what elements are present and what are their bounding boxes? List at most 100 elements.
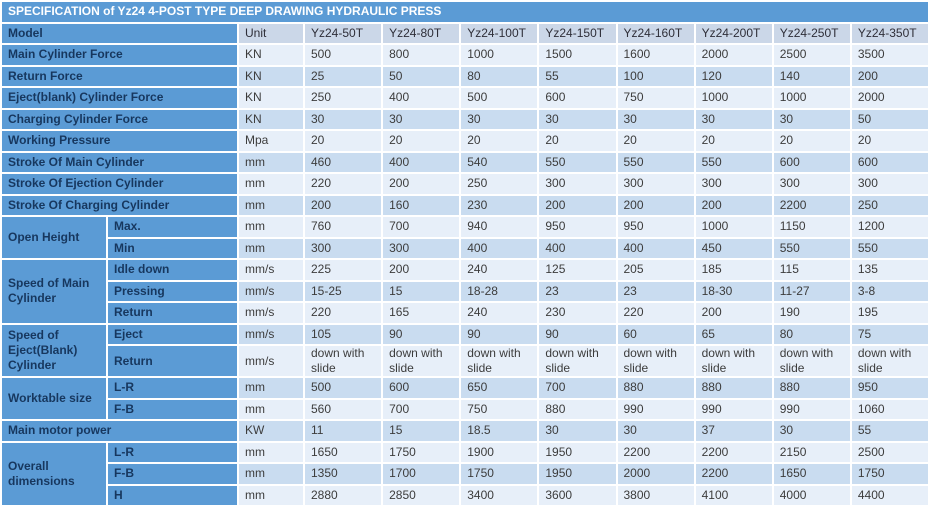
- value-cell: 990: [693, 397, 774, 421]
- value-cell: 23: [615, 279, 696, 303]
- model-header-yz24-80t: Yz24-80T: [381, 21, 462, 45]
- value-cell: 990: [615, 397, 696, 421]
- value-cell: 1060: [849, 397, 930, 421]
- unit-cell: mm: [237, 236, 305, 260]
- value-cell: 1950: [537, 440, 618, 464]
- value-cell: 25: [302, 64, 384, 88]
- value-cell: 550: [693, 150, 774, 174]
- row-label: Working Pressure: [0, 129, 239, 153]
- header-row: Model Unit Yz24-50T Yz24-80T Yz24-100T Yz24…: [0, 21, 930, 45]
- row-sublabel: Pressing: [106, 279, 239, 303]
- value-cell: 600: [381, 376, 462, 400]
- value-cell: 700: [381, 215, 462, 239]
- spec-row: F-B mm 1350 1700 1750 1950 2000 2200 1650 1750: [1, 462, 930, 486]
- value-cell: 30: [381, 107, 462, 131]
- value-cell: 4100: [693, 483, 774, 507]
- value-cell: 700: [381, 397, 462, 421]
- value-cell: 300: [615, 172, 696, 196]
- value-cell: 300: [771, 172, 852, 196]
- unit-cell: KW: [237, 419, 305, 443]
- value-cell: 1150: [771, 215, 852, 239]
- value-cell: 18.5: [459, 419, 540, 443]
- value-cell: 3400: [459, 483, 540, 507]
- value-cell: 3600: [537, 483, 618, 507]
- value-cell: 880: [615, 376, 696, 400]
- value-cell: 165: [381, 301, 462, 325]
- value-cell: 205: [615, 258, 696, 282]
- value-cell: 540: [459, 150, 540, 174]
- unit-cell: KN: [237, 107, 305, 131]
- value-cell: 2500: [849, 440, 930, 464]
- value-cell: 2200: [693, 440, 774, 464]
- value-cell: 300: [381, 236, 462, 260]
- row-sublabel: Idle down: [106, 258, 239, 282]
- value-cell: 15: [381, 419, 462, 443]
- title-row: SPECIFICATION of Yz24 4-POST TYPE DEEP D…: [0, 0, 930, 24]
- value-cell: 950: [615, 215, 696, 239]
- spec-row: F-B mm 560 700 750 880 990 990 990 1060: [1, 397, 930, 421]
- value-cell: 1000: [459, 43, 540, 67]
- value-cell: 230: [537, 301, 618, 325]
- unit-cell: KN: [237, 64, 305, 88]
- unit-cell: mm/s: [237, 344, 305, 378]
- value-cell: 1600: [615, 43, 696, 67]
- model-header-yz24-250t: Yz24-250T: [771, 21, 852, 45]
- value-cell: 50: [381, 64, 462, 88]
- spec-row: Working Pressure Mpa 20 20 20 20 20 20 20 20: [0, 129, 930, 153]
- value-cell: 15-25: [302, 279, 384, 303]
- value-cell: 90: [459, 322, 540, 346]
- row-label: Overall dimensions: [0, 440, 108, 507]
- spec-row: Worktable size L-R mm 500 600 650 700 880 880 880…: [0, 376, 930, 421]
- unit-cell: mm/s: [237, 301, 305, 325]
- value-cell: down with slide: [615, 344, 696, 378]
- row-sublabel: F-B: [106, 462, 239, 486]
- spec-row: Return mm/s 220 165 240 230 220 200 190 195: [1, 301, 930, 325]
- value-cell: 30: [537, 107, 618, 131]
- table-title: SPECIFICATION of Yz24 4-POST TYPE DEEP D…: [0, 0, 930, 24]
- unit-cell: mm/s: [237, 279, 305, 303]
- spec-row: Eject(blank) Cylinder Force KN 250 400 500 60…: [0, 86, 930, 110]
- value-cell: 11: [302, 419, 384, 443]
- row-sublabel: Return: [106, 344, 239, 378]
- value-cell: 1750: [849, 462, 930, 486]
- value-cell: 11-27: [771, 279, 852, 303]
- value-cell: 20: [537, 129, 618, 153]
- value-cell: down with slide: [537, 344, 618, 378]
- value-cell: 500: [302, 43, 384, 67]
- value-cell: 220: [615, 301, 696, 325]
- value-cell: 2880: [302, 483, 384, 507]
- value-cell: 55: [537, 64, 618, 88]
- row-label: Main motor power: [0, 419, 239, 443]
- spec-table: SPECIFICATION of Yz24 4-POST TYPE DEEP D…: [0, 0, 930, 507]
- unit-cell: mm/s: [237, 322, 305, 346]
- value-cell: 450: [693, 236, 774, 260]
- value-cell: 1650: [302, 440, 384, 464]
- value-cell: 650: [459, 376, 540, 400]
- value-cell: 400: [537, 236, 618, 260]
- row-label: Worktable size: [0, 376, 108, 421]
- unit-cell: KN: [237, 86, 305, 110]
- model-header-yz24-100t: Yz24-100T: [459, 21, 540, 45]
- value-cell: 190: [771, 301, 852, 325]
- value-cell: 550: [615, 150, 696, 174]
- row-label: Speed of Eject(Blank) Cylinder: [0, 322, 108, 378]
- value-cell: 760: [302, 215, 384, 239]
- value-cell: 950: [537, 215, 618, 239]
- value-cell: 560: [302, 397, 384, 421]
- value-cell: 600: [771, 150, 852, 174]
- row-label: Open Height: [0, 215, 108, 260]
- value-cell: 200: [849, 64, 930, 88]
- value-cell: 20: [459, 129, 540, 153]
- row-sublabel: L-R: [106, 376, 239, 400]
- unit-cell: mm: [237, 376, 305, 400]
- value-cell: 300: [849, 172, 930, 196]
- value-cell: 80: [771, 322, 852, 346]
- spec-row: Stroke Of Charging Cylinder mm 200 160 230 20…: [0, 193, 930, 217]
- value-cell: 18-30: [693, 279, 774, 303]
- value-cell: 200: [693, 301, 774, 325]
- value-cell: 1500: [537, 43, 618, 67]
- value-cell: 1750: [381, 440, 462, 464]
- value-cell: down with slide: [693, 344, 774, 378]
- unit-cell: mm: [237, 440, 305, 464]
